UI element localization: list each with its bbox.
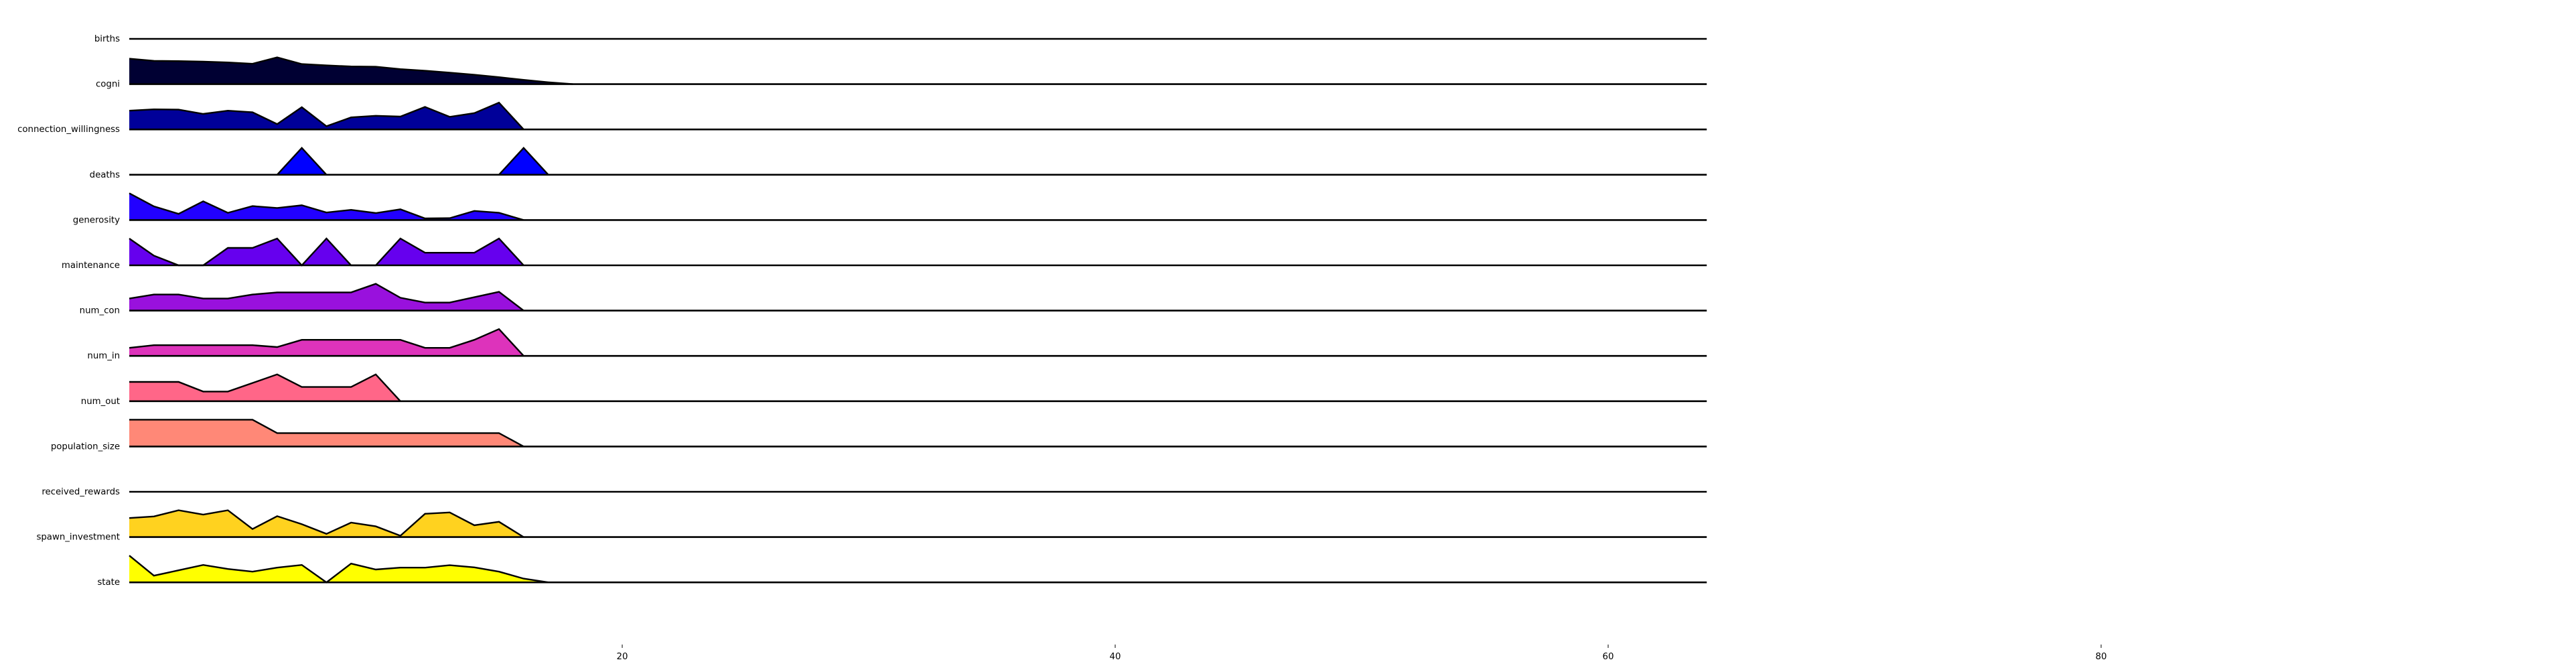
row-label-population-size: population_size	[51, 442, 120, 452]
ridge-row-received-rewards: received_rewards	[42, 487, 1707, 497]
ridge-outline-connection-willingness	[129, 101, 524, 131]
ridge-area-num-in	[129, 329, 524, 356]
ridge-outline-cogni	[129, 56, 573, 85]
ridge-outline-spawn-investment	[129, 509, 524, 538]
ridge-area-deaths	[129, 147, 549, 175]
row-label-connection-willingness: connection_willingness	[17, 125, 120, 135]
ridge-outline-num-out	[129, 373, 401, 402]
ridge-row-connection-willingness: connection_willingness	[17, 101, 1707, 135]
x-tick-label-60: 60	[1603, 652, 1614, 662]
row-label-deaths: deaths	[90, 170, 120, 180]
ridge-row-deaths: deaths	[90, 147, 1707, 180]
ridge-outline-population-size	[129, 419, 524, 448]
ridge-outline-num-in	[129, 328, 524, 357]
ridge-row-generosity: generosity	[73, 192, 1707, 225]
row-label-births: births	[94, 34, 120, 44]
x-tick-label-20: 20	[617, 652, 628, 662]
ridge-outline-num-con	[129, 283, 524, 312]
x-axis: 20 40 60 80	[617, 645, 2107, 662]
row-label-num-con: num_con	[80, 306, 120, 316]
ridge-area-cogni	[129, 57, 573, 84]
row-label-cogni: cogni	[96, 80, 120, 90]
ridge-area-state	[129, 555, 549, 583]
ridge-row-population-size: population_size	[51, 419, 1707, 452]
ridge-outline-deaths	[129, 147, 549, 176]
ridge-area-maintenance	[129, 239, 524, 265]
ridge-area-num-con	[129, 283, 524, 311]
ridge-row-spawn-investment: spawn_investment	[36, 509, 1707, 543]
row-label-maintenance: maintenance	[62, 261, 120, 271]
ridge-row-births: births	[94, 34, 1707, 44]
ridge-row-cogni: cogni	[96, 56, 1707, 90]
ridge-outline-generosity	[129, 192, 524, 221]
row-label-state: state	[97, 578, 120, 588]
row-label-generosity: generosity	[73, 215, 120, 225]
ridge-row-state: state	[97, 555, 1707, 588]
ridge-row-maintenance: maintenance	[62, 237, 1707, 271]
ridge-outline-state	[129, 555, 549, 584]
row-label-spawn-investment: spawn_investment	[36, 533, 120, 543]
ridge-row-num-in: num_in	[87, 328, 1707, 361]
ridge-area-generosity	[129, 193, 524, 220]
ridge-area-connection-willingness	[129, 103, 524, 130]
row-label-num-out: num_out	[81, 397, 120, 407]
ridge-area-num-out	[129, 374, 401, 401]
x-tick-label-80: 80	[2096, 652, 2107, 662]
ridge-row-num-con: num_con	[80, 283, 1707, 316]
ridge-row-num-out: num_out	[81, 373, 1707, 407]
x-tick-label-40: 40	[1110, 652, 1121, 662]
row-label-received-rewards: received_rewards	[42, 487, 120, 497]
row-label-num-in: num_in	[87, 351, 120, 361]
ridge-area-spawn-investment	[129, 510, 524, 537]
